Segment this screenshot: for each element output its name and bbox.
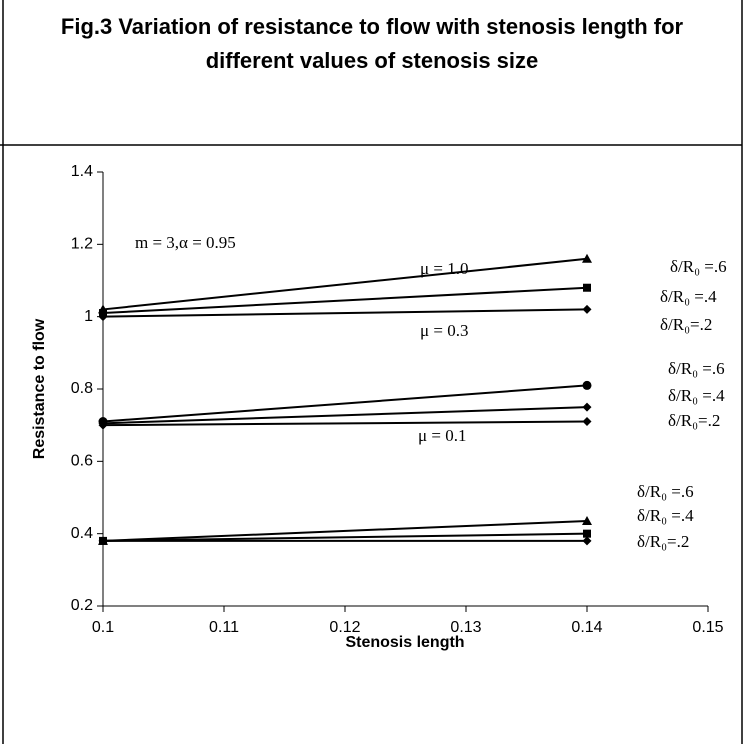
- marker: [98, 312, 108, 322]
- series-line: [102, 420, 588, 427]
- y-tick-label: 0.2: [71, 597, 93, 614]
- annotation: δ/R₀ =.6: [670, 257, 727, 276]
- y-tick-label: 1.4: [71, 163, 93, 180]
- marker: [583, 529, 591, 538]
- series-line: [102, 384, 588, 423]
- series-line: [102, 257, 588, 311]
- annotation: μ = 1.0: [420, 259, 468, 278]
- annotation: μ = 0.1: [418, 426, 466, 445]
- annotation: δ/R₀=.2: [637, 532, 689, 551]
- marker: [583, 283, 591, 292]
- y-tick-label: 1.2: [71, 236, 93, 253]
- y-tick-label: 0.4: [71, 525, 93, 542]
- series-line: [102, 286, 588, 315]
- series-line: [102, 520, 588, 542]
- annotation: δ/R₀ =.4: [660, 287, 717, 306]
- x-tick-label: 0.11: [209, 619, 239, 636]
- annotation: μ = 0.3: [420, 321, 468, 340]
- marker: [582, 417, 592, 427]
- marker: [98, 420, 108, 430]
- annotation: δ/R₀ =.6: [668, 359, 725, 378]
- marker: [582, 402, 592, 412]
- series-line: [102, 532, 588, 542]
- x-tick-label: 0.13: [450, 619, 481, 636]
- x-tick-label: 0.12: [329, 619, 360, 636]
- x-tick-label: 0.1: [92, 619, 114, 636]
- y-tick-label: 0.8: [71, 380, 93, 397]
- x-tick-label: 0.14: [571, 619, 602, 636]
- annotation: δ/R₀ =.4: [668, 386, 725, 405]
- y-tick-label: 0.6: [71, 453, 93, 470]
- marker: [582, 380, 592, 390]
- annotation: δ/R₀ =.4: [637, 506, 694, 525]
- marker: [582, 304, 592, 314]
- series-line: [102, 308, 588, 318]
- x-axis-label: Stenosis length: [345, 634, 464, 651]
- series-line: [102, 406, 588, 425]
- marker: [582, 253, 592, 263]
- marker: [582, 516, 592, 526]
- annotation: δ/R₀ =.6: [637, 482, 694, 501]
- marker: [582, 536, 592, 546]
- x-tick-label: 0.15: [692, 619, 723, 636]
- y-tick-label: 1: [84, 308, 93, 325]
- annotation: δ/R₀=.2: [660, 315, 712, 334]
- marker: [98, 536, 108, 546]
- annotation: m = 3,α = 0.95: [135, 233, 236, 252]
- y-axis-label: Resistance to flow: [31, 318, 48, 459]
- chart-title: Fig.3 Variation of resistance to flow wi…: [60, 14, 684, 73]
- annotation: δ/R₀=.2: [668, 411, 720, 430]
